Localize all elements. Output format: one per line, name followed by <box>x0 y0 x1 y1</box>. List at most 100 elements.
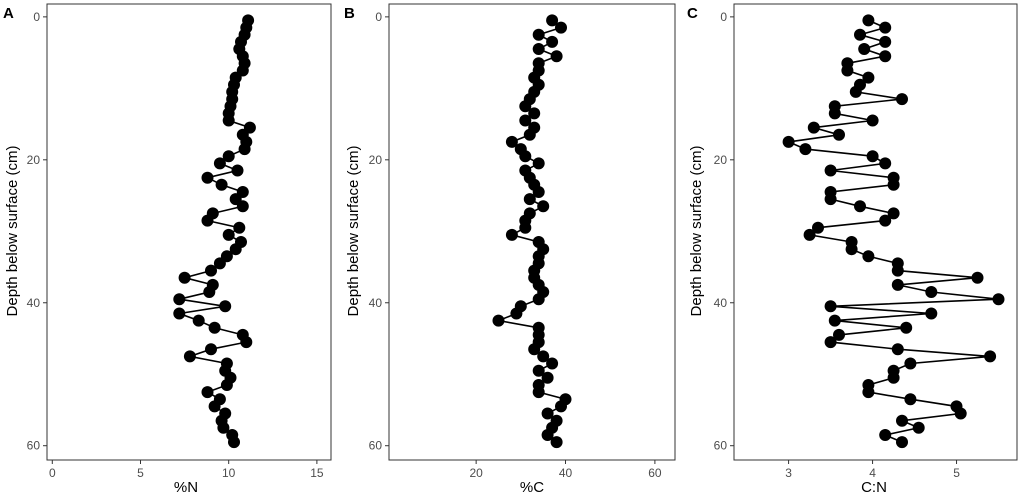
panel-c-data-point <box>984 350 997 363</box>
panel-b-data-point <box>546 357 559 370</box>
panel-a-data-point <box>205 264 217 277</box>
panel-a-data-point <box>220 379 233 391</box>
panel-c-data-point <box>824 164 837 177</box>
panel-b-data-point <box>555 21 567 34</box>
panel-b-data-point <box>555 400 567 413</box>
panel-a-letter: A <box>3 5 14 22</box>
panel-c-data-point <box>925 307 938 320</box>
panel-c-data-point <box>833 128 845 141</box>
panel-c-data-point <box>799 143 812 156</box>
panel-b-data-point <box>550 436 563 449</box>
panel-c-data-point <box>849 85 862 98</box>
panel-b-y-tick-label: 0 <box>375 10 382 24</box>
panel-a-data-point <box>201 386 214 399</box>
panel-b-y-tick-label: 60 <box>369 439 383 453</box>
panel-a-data-point <box>240 336 253 349</box>
panel-a-data-point <box>178 271 191 284</box>
panel-b-data-point <box>532 157 545 170</box>
panel-b-x-tick-label: 40 <box>559 466 573 480</box>
panel-a-data-point <box>228 436 240 449</box>
panel-c-data-point <box>879 157 892 170</box>
panel-a-data-point <box>208 400 221 413</box>
panel-c-data-point <box>887 178 900 191</box>
panel-c-data-point <box>828 314 841 327</box>
panel-a-data-point <box>236 200 249 213</box>
panel-b-data-point <box>541 429 554 441</box>
panel-c-data-point <box>828 107 841 120</box>
panel-c-y-tick-label: 60 <box>714 439 728 453</box>
panel-c-y-tick-label: 0 <box>720 10 727 24</box>
panel-a-plot-area <box>46 3 332 461</box>
panel-a-data-point <box>208 321 221 334</box>
panel-b-data-point <box>492 314 505 327</box>
panel-c-data-point <box>862 14 875 27</box>
panel-c-data-point <box>992 293 1005 306</box>
panel-c-data-point <box>824 300 837 313</box>
panel-a-x-tick-label: 0 <box>49 466 56 480</box>
panel-c-plot-area <box>733 3 1018 461</box>
panel-b-data-point <box>532 293 545 306</box>
panel-a-y-tick-label: 60 <box>27 439 41 453</box>
panel-b-data-point <box>532 43 545 55</box>
panel-a-y-tick-label: 20 <box>27 153 41 167</box>
panel-b-data-point <box>537 200 550 213</box>
panel-c-y-tick-label: 40 <box>714 296 728 310</box>
panel-c-data-point <box>862 250 875 263</box>
panel-b-data-point <box>532 364 545 377</box>
panel-c-data-point <box>879 21 892 34</box>
panel-c-data-point <box>896 93 908 106</box>
panel-b-y-axis-title: Depth below surface (cm) <box>345 146 362 317</box>
panel-c-data-point <box>904 357 917 370</box>
panel-a-data-point <box>238 143 251 156</box>
panel-b-data-point <box>519 221 532 234</box>
panel-c-data-point <box>891 278 904 291</box>
panel-a-x-tick-label: 15 <box>310 466 324 480</box>
panel-c-data-point <box>845 243 858 256</box>
panel-c-data-point <box>891 264 904 277</box>
panel-b-y-tick-label: 20 <box>369 153 383 167</box>
panel-c-data-point <box>824 193 837 206</box>
panel-c-data-point <box>824 336 837 349</box>
panel-c-y-tick-label: 20 <box>714 153 728 167</box>
panel-c: C Depth below surface (cm) C:N 0 20 40 60 3 4… <box>687 3 1018 496</box>
panel-a-data-point <box>192 314 205 327</box>
panel-c-x-tick-label: 3 <box>785 466 792 480</box>
panel-b-data-point <box>528 343 541 356</box>
panel-a-data-point <box>233 221 246 234</box>
panel-c-data-point <box>879 35 892 48</box>
panel-b-data-point <box>546 14 559 27</box>
panel-c-x-axis-title: C:N <box>861 479 887 496</box>
panel-c-data-point <box>866 114 879 127</box>
panel-a-y-tick-label: 0 <box>33 10 40 24</box>
panel-a-data-point <box>173 307 186 320</box>
panel-c-data-point <box>887 371 900 384</box>
panel-b-x-tick-label: 20 <box>469 466 483 480</box>
panel-c-data-point <box>782 135 795 148</box>
panel-b-data-point <box>523 128 536 141</box>
panel-a-data-point <box>222 114 235 127</box>
panel-a-data-point <box>219 300 232 313</box>
panel-b-data-point <box>537 350 550 363</box>
panel-b-data-point <box>528 107 541 120</box>
panel-c-data-point <box>971 271 984 284</box>
panel-c-data-point <box>887 207 900 220</box>
panel-c-data-point <box>807 121 820 134</box>
panel-b-data-point <box>505 135 518 148</box>
panel-a-data-point <box>201 214 214 227</box>
panel-c-plot: 0 20 40 60 3 4 5 <box>714 10 1005 480</box>
panel-c-data-point <box>896 414 908 427</box>
panel-b-y-tick-label: 40 <box>369 296 383 310</box>
panel-b-data-point <box>505 228 518 241</box>
panel-c-data-point <box>879 214 892 227</box>
panel-c-data-point <box>866 150 879 163</box>
panel-a-data-point <box>183 350 196 363</box>
panel-c-data-point <box>862 386 875 399</box>
panel-a-data-point <box>201 171 214 184</box>
panel-b-letter: B <box>344 5 355 22</box>
panel-a-x-axis-title: %N <box>174 479 198 496</box>
panel-b-x-axis-title: %C <box>520 479 544 496</box>
panel-a-data-point <box>213 257 226 270</box>
panel-b-data-point <box>510 307 523 320</box>
panel-b-data-point <box>519 150 532 163</box>
panel-a-data-point <box>217 421 230 434</box>
